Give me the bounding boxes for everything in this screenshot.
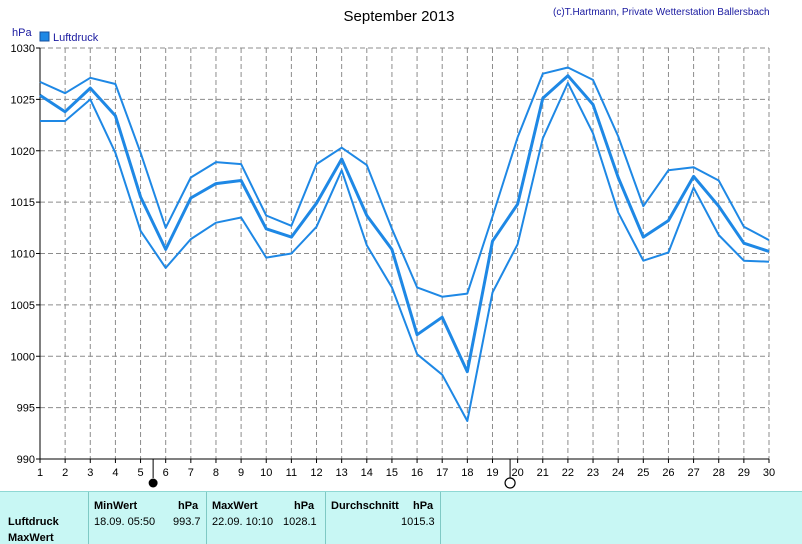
series-line-min: [40, 81, 770, 422]
x-tick-label: 1: [37, 467, 43, 479]
chart-title: September 2013: [344, 8, 455, 25]
x-tick-label: 14: [361, 467, 373, 479]
row-label-maxwert: MaxWert: [8, 532, 54, 544]
stats-panel: Luftdruck MaxWert MinWert hPa 18.09. 05:…: [0, 491, 802, 544]
y-tick-label: 1005: [11, 300, 35, 312]
series-line-mean: [39, 74, 770, 374]
x-tick-label: 6: [163, 467, 169, 479]
x-tick-label: 28: [713, 467, 725, 479]
chart-credit: (c)T.Hartmann, Private Wetterstation Bal…: [553, 7, 770, 18]
y-tick-label: 1015: [11, 197, 35, 209]
x-tick-label: 18: [461, 467, 473, 479]
y-tick-label: 1030: [11, 43, 35, 55]
x-tick-label: 9: [238, 467, 244, 479]
x-tick-label: 24: [612, 467, 624, 479]
avg-header: Durchschnitt: [331, 500, 399, 512]
y-axis-unit: hPa: [12, 27, 32, 39]
x-tick-label: 30: [763, 467, 775, 479]
x-tick-labels: 1 2 3 4 5 6 7 8 9 10 11 12 13 14 15 16 17 18 19 20 21 22 23 24 2…: [37, 467, 775, 479]
x-tick-label: 29: [738, 467, 750, 479]
x-tick-label: 3: [87, 467, 93, 479]
min-value: 993.7: [173, 516, 201, 528]
y-tick-label: 1000: [11, 351, 35, 363]
x-tick-label: 11: [286, 467, 297, 479]
x-tick-label: 8: [213, 467, 219, 479]
x-tick-label: 16: [411, 467, 423, 479]
column-divider: [206, 492, 207, 544]
y-tick-label: 1020: [11, 146, 35, 158]
y-tick-label: 990: [17, 454, 35, 466]
x-tick-label: 21: [537, 467, 549, 479]
y-tick-label: 1010: [11, 249, 35, 261]
x-tick-label: 10: [260, 467, 272, 479]
y-tick-label: 995: [17, 403, 35, 415]
min-unit: hPa: [178, 500, 199, 512]
new-moon-icon: [148, 478, 158, 488]
row-label-luftdruck: Luftdruck: [8, 516, 59, 528]
max-datetime: 22.09. 10:10: [212, 516, 274, 528]
legend-label: Luftdruck: [53, 32, 99, 44]
x-tick-label: 20: [511, 467, 523, 479]
x-tick-label: 2: [62, 467, 68, 479]
avg-value: 1015.3: [401, 516, 435, 528]
y-tick-label: 1025: [11, 94, 35, 106]
max-value: 1028.1: [283, 516, 317, 528]
column-divider: [88, 492, 89, 544]
x-tick-label: 22: [562, 467, 574, 479]
x-tick-label: 5: [137, 467, 143, 479]
x-tick-label: 19: [486, 467, 498, 479]
full-moon-icon: [504, 477, 516, 489]
x-tick-label: 27: [687, 467, 699, 479]
x-tick-label: 25: [637, 467, 649, 479]
max-header: MaxWert: [212, 500, 258, 512]
x-tick-label: 15: [386, 467, 398, 479]
x-tick-label: 13: [336, 467, 348, 479]
x-tick-label: 17: [436, 467, 448, 479]
x-tick-label: 26: [662, 467, 674, 479]
chart-axes: [36, 47, 770, 463]
chart-series: [39, 66, 770, 422]
pressure-chart: September 2013 (c)T.Hartmann, Private We…: [11, 7, 775, 489]
x-tick-label: 23: [587, 467, 599, 479]
chart-grid: [40, 47, 770, 459]
min-datetime: 18.09. 05:50: [94, 516, 156, 528]
x-tick-label: 12: [310, 467, 322, 479]
legend-swatch: [39, 31, 50, 42]
x-tick-label: 7: [188, 467, 194, 479]
column-divider: [440, 492, 441, 544]
x-tick-label: 4: [112, 467, 118, 479]
y-tick-labels: 990 995 1000 1005 1010 1015 1020 1025 1030: [11, 43, 35, 466]
avg-unit: hPa: [413, 500, 434, 512]
min-header: MinWert: [94, 500, 138, 512]
max-unit: hPa: [294, 500, 315, 512]
moon-phase-markers: [148, 459, 516, 489]
series-line-max: [39, 66, 770, 298]
column-divider: [325, 492, 326, 544]
